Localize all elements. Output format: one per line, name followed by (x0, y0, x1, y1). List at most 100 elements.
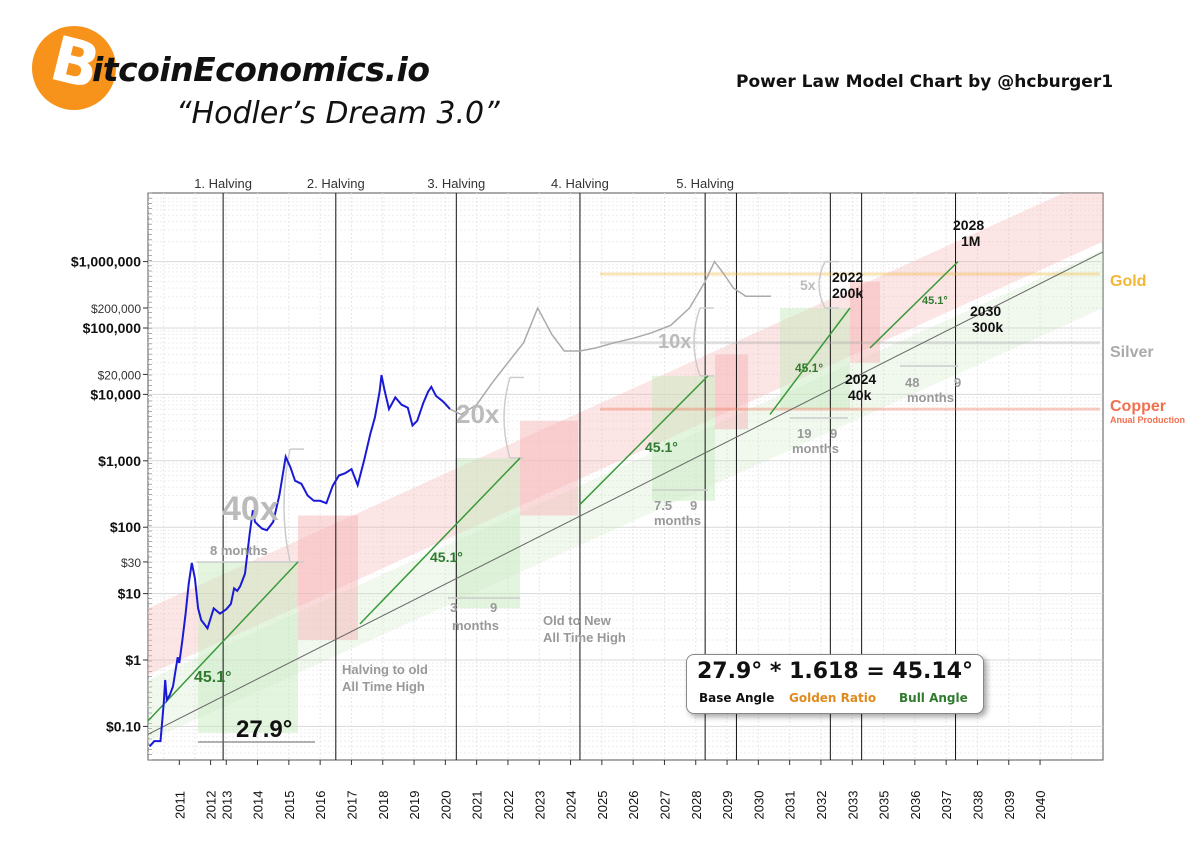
ann-text: All Time High (543, 630, 626, 645)
x-tick-label: 2025 (595, 791, 610, 820)
bull-angle-label: 45.1° (194, 669, 232, 686)
x-tick-label: 2036 (908, 791, 923, 820)
months-count: 48 (905, 375, 919, 390)
months-count: 9 (490, 600, 497, 615)
x-tick-label: 2039 (1002, 791, 1017, 820)
value-label: 300k (972, 319, 1003, 335)
bull-trend-line (579, 375, 709, 505)
x-tick-label: 2024 (564, 791, 579, 820)
year-label: 2028 (953, 217, 984, 233)
bull-angle-label: Bull Angle (899, 691, 968, 705)
gain-label-10x: 10x (658, 331, 691, 353)
x-tick-label: 2021 (470, 791, 485, 820)
months-count: 3 (450, 600, 457, 615)
chart-subtitle: “Hodler’s Dream 3.0” (176, 96, 500, 131)
resource-levels (600, 272, 1100, 411)
annual-production-label: Anual Production (1110, 415, 1185, 425)
x-tick-label: 2015 (282, 791, 297, 820)
chart-credit: Power Law Model Chart by @hcburger1 (736, 72, 1114, 92)
bull-trend-line (359, 457, 521, 625)
chart-header: B itcoinEconomics.io “Hodler’s Dream 3.0… (0, 0, 1200, 160)
value-label: 1M (961, 233, 980, 249)
y-tick-label: $10 (118, 586, 142, 602)
x-tick-label: 2013 (219, 791, 234, 820)
bracket-brace (283, 448, 291, 563)
y-axis: $0.10 $1 $10 $30 $100 $1,000 $10,000 $20,000 $10… (71, 254, 148, 734)
bull-angle-label: 45.1° (645, 439, 678, 455)
halving-label: 3. Halving (427, 176, 485, 191)
value-label: 40k (848, 387, 872, 403)
x-tick-label: 2032 (814, 791, 829, 820)
y-tick-label: $10,000 (90, 386, 141, 402)
green-cycle-box (780, 308, 850, 410)
months-count: 7.5 (654, 498, 672, 513)
y-tick-label: $1,000 (98, 453, 141, 469)
ann-text: Old to New (543, 613, 612, 628)
y-tick-label: $1 (125, 652, 141, 668)
y-tick-label: $100 (110, 519, 141, 535)
months-count: 9 (954, 375, 961, 390)
ann-text: All Time High (342, 679, 425, 694)
formula-box: 27.9° * 1.618 = 45.14° Base Angle Golden… (686, 654, 984, 714)
trend-lines (148, 251, 1103, 743)
y-tick-label: $1,000,000 (71, 254, 141, 270)
x-tick-label: 2026 (626, 791, 641, 820)
base-angle-value: 27.9° (236, 716, 292, 743)
red-cycle-box (850, 281, 880, 363)
x-tick-label: 2023 (532, 791, 547, 820)
halving-label: 1. Halving (194, 176, 252, 191)
x-tick-label: 2014 (251, 791, 266, 820)
gold-label: Gold (1110, 273, 1146, 290)
x-tick-label: 2022 (501, 791, 516, 820)
silver-label: Silver (1110, 344, 1154, 361)
base-trend-line (148, 251, 1103, 735)
x-tick-label: 2031 (783, 791, 798, 820)
x-tick-label: 2017 (344, 791, 359, 820)
halving-label: 4. Halving (551, 176, 609, 191)
x-tick-label: 2040 (1033, 791, 1048, 820)
months-label: months (452, 618, 499, 633)
months-label: months (792, 441, 839, 456)
bull-trend-line (148, 561, 299, 723)
base-angle-label: Base Angle (699, 691, 775, 705)
x-tick-label: 2019 (407, 791, 422, 820)
halving-label: 5. Halving (676, 176, 734, 191)
bitcoin-logo-icon: B (32, 22, 116, 110)
year-label: 2024 (845, 371, 876, 387)
x-tick-label: 2035 (877, 791, 892, 820)
bull-trend-line (869, 261, 959, 349)
bracket-brace (818, 261, 826, 309)
gain-label-20x: 20x (456, 399, 500, 429)
bull-angle-label: 45.1° (430, 549, 463, 565)
grid (148, 192, 1103, 761)
months-count: 9 (690, 498, 697, 513)
y-tick-label: $100,000 (83, 320, 142, 336)
x-tick-label: 2038 (970, 791, 985, 820)
brand-name: itcoinEconomics.io (92, 50, 430, 89)
y-tick-label: $200,000 (91, 302, 141, 316)
year-label: 2030 (970, 303, 1001, 319)
projection-line (449, 260, 771, 416)
gain-label-40x: 40x (222, 490, 279, 528)
gain-label-5x: 5x (800, 277, 816, 293)
y-tick-label: $0.10 (106, 718, 141, 734)
green-cycle-box (198, 561, 298, 733)
x-tick-label: 2037 (939, 791, 954, 820)
halving-lines: 1. Halving 2. Halving 3. Halving 4. Halving… (194, 176, 957, 760)
x-tick-label: 2012 (204, 791, 219, 820)
red-cycle-box (715, 354, 748, 430)
bracket-brace (693, 307, 701, 377)
x-tick-label: 2029 (720, 791, 735, 820)
copper-label: Copper (1110, 398, 1166, 415)
months-label: months (654, 513, 701, 528)
months-count: 19 (797, 426, 811, 441)
x-tick-label: 2030 (751, 791, 766, 820)
x-tick-label: 2016 (313, 791, 328, 820)
red-cycle-box (298, 515, 358, 641)
months-label: months (907, 390, 954, 405)
bull-trend-line (769, 307, 851, 415)
price-series (148, 260, 771, 748)
y-tick-label: $20,000 (98, 368, 142, 382)
